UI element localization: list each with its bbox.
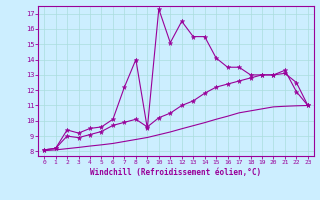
X-axis label: Windchill (Refroidissement éolien,°C): Windchill (Refroidissement éolien,°C) [91,168,261,177]
